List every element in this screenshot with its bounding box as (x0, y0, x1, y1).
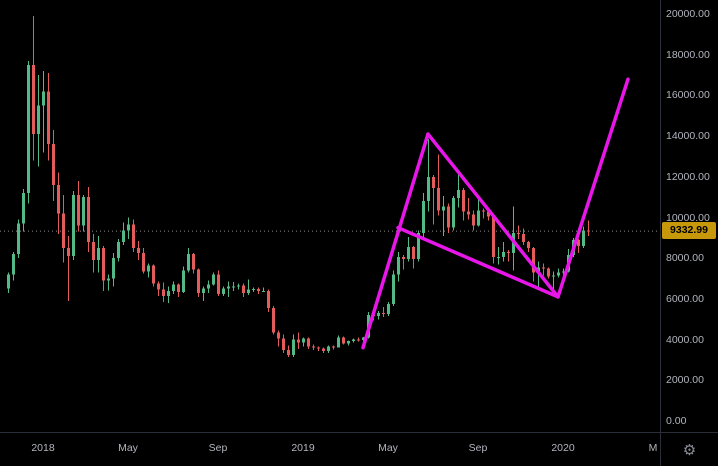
price-tick-label: 6000.00 (666, 292, 704, 305)
price-tick-label: 10000.00 (666, 211, 710, 224)
time-tick-label: Sep (208, 442, 228, 454)
axis-settings-corner: ⚙ (660, 432, 718, 466)
price-tick-label: 0.00 (666, 415, 687, 427)
time-tick-label: May (118, 442, 138, 454)
price-tick-label: 14000.00 (666, 130, 710, 143)
price-tick-label: 16000.00 (666, 89, 710, 102)
price-tick-label: 12000.00 (666, 170, 710, 183)
time-tick-label: May (378, 442, 398, 454)
price-axis[interactable]: 9332.99 20000.00 18000.00 16000.00 14000.00… (660, 0, 718, 432)
price-tick-label: 2000.00 (666, 374, 704, 387)
price-tick-label: 20000.00 (666, 8, 710, 20)
last-price-label: 9332.99 (662, 222, 716, 240)
candlestick-chart[interactable] (0, 0, 660, 432)
candles-series (7, 16, 590, 357)
price-tick-label: 8000.00 (666, 252, 704, 265)
chart-canvas[interactable] (0, 0, 660, 432)
price-tick-label: 18000.00 (666, 48, 710, 61)
time-tick-label: 2018 (31, 442, 55, 454)
gear-icon[interactable]: ⚙ (682, 441, 697, 459)
time-tick-label: 2019 (291, 442, 315, 454)
time-tick-label: Sep (468, 442, 488, 454)
trend-drawing[interactable] (361, 77, 630, 350)
time-tick-label: 2020 (551, 442, 575, 454)
price-tick-label: 4000.00 (666, 333, 704, 346)
time-axis[interactable]: 2018 May Sep 2019 May Sep 2020 M (0, 432, 660, 466)
time-tick-label: M (648, 442, 658, 454)
